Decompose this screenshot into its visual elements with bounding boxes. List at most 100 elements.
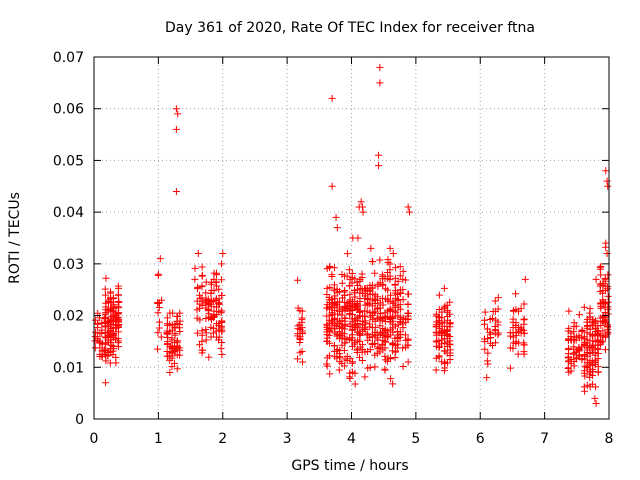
data-point-marker [335, 366, 343, 374]
data-point-marker [323, 334, 331, 342]
data-point-marker [326, 305, 334, 313]
data-point-marker [101, 285, 109, 293]
data-point-marker [597, 339, 605, 347]
data-point-marker [359, 312, 367, 320]
data-point-marker [358, 348, 366, 356]
x-axis-label: GPS time / hours [291, 458, 408, 474]
data-point-marker [351, 380, 359, 388]
data-point-marker [163, 329, 171, 337]
data-point-marker [333, 224, 341, 232]
data-point-marker [604, 271, 612, 279]
data-point-marker [399, 324, 407, 332]
data-point-marker [491, 329, 499, 337]
data-point-marker [506, 364, 514, 372]
data-point-marker [591, 328, 599, 336]
data-point-marker [510, 307, 518, 315]
data-point-marker [331, 315, 339, 323]
y-tick-label: 0.06 [53, 102, 84, 118]
data-point-marker [348, 326, 356, 334]
data-point-marker [387, 291, 395, 299]
data-point-marker [155, 299, 163, 307]
data-point-marker [169, 309, 177, 317]
data-point-marker [446, 346, 454, 354]
data-point-marker [323, 312, 331, 320]
data-point-marker [570, 362, 578, 370]
data-point-marker [512, 340, 520, 348]
data-point-marker [171, 359, 179, 367]
data-point-marker [328, 273, 336, 281]
data-point-marker [435, 291, 443, 299]
data-point-marker [155, 318, 163, 326]
data-point-marker [112, 324, 120, 332]
data-point-marker [604, 292, 612, 300]
data-point-marker [578, 326, 586, 334]
data-point-marker [604, 323, 612, 331]
data-point-marker [386, 306, 394, 314]
data-point-marker [101, 333, 109, 341]
data-point-marker [480, 320, 488, 328]
data-point-marker [399, 275, 407, 283]
data-point-marker [446, 298, 454, 306]
data-point-marker [198, 346, 206, 354]
data-point-marker [325, 294, 333, 302]
data-point-marker [583, 381, 591, 389]
data-point-marker [564, 327, 572, 335]
data-point-marker [487, 330, 495, 338]
data-point-marker [506, 344, 514, 352]
data-point-marker [515, 327, 523, 335]
data-point-marker [603, 177, 611, 185]
data-point-marker [438, 331, 446, 339]
data-point-marker [381, 366, 389, 374]
data-point-marker [218, 350, 226, 358]
data-point-marker [405, 290, 413, 298]
x-tick-label: 3 [283, 431, 292, 447]
data-point-marker [346, 320, 354, 328]
data-point-marker [104, 352, 112, 360]
data-point-marker [219, 250, 227, 258]
data-point-marker [357, 198, 365, 206]
data-point-marker [173, 345, 181, 353]
data-point-marker [396, 263, 404, 271]
data-point-marker [369, 309, 377, 317]
data-point-marker [589, 331, 597, 339]
data-point-marker [580, 303, 588, 311]
data-point-marker [589, 360, 597, 368]
data-point-marker [565, 368, 573, 376]
data-point-marker [376, 279, 384, 287]
data-point-marker [343, 353, 351, 361]
data-point-marker [484, 349, 492, 357]
data-point-marker [602, 167, 610, 175]
data-point-marker [604, 182, 612, 190]
data-point-marker [102, 274, 110, 282]
data-point-marker [378, 294, 386, 302]
data-points [91, 63, 612, 407]
data-point-marker [387, 314, 395, 322]
data-point-marker [330, 342, 338, 350]
data-point-marker [432, 366, 440, 374]
data-point-marker [565, 344, 573, 352]
data-point-marker [212, 269, 220, 277]
data-point-marker [215, 300, 223, 308]
data-point-marker [371, 363, 379, 371]
data-point-marker [376, 63, 384, 71]
data-point-marker [107, 316, 115, 324]
data-point-marker [172, 187, 180, 195]
data-point-marker [351, 286, 359, 294]
data-point-marker [366, 300, 374, 308]
y-tick-label: 0.01 [53, 360, 84, 376]
data-point-marker [218, 307, 226, 315]
data-point-marker [440, 318, 448, 326]
data-point-marker [338, 279, 346, 287]
data-point-marker [213, 333, 221, 341]
data-point-marker [446, 340, 454, 348]
data-point-marker [599, 280, 607, 288]
data-point-marker [484, 335, 492, 343]
x-tick-label: 5 [411, 431, 420, 447]
data-point-marker [174, 337, 182, 345]
data-point-marker [394, 290, 402, 298]
data-point-marker [356, 331, 364, 339]
data-point-marker [583, 329, 591, 337]
data-point-marker [198, 294, 206, 302]
data-point-marker [102, 347, 110, 355]
data-point-marker [440, 284, 448, 292]
